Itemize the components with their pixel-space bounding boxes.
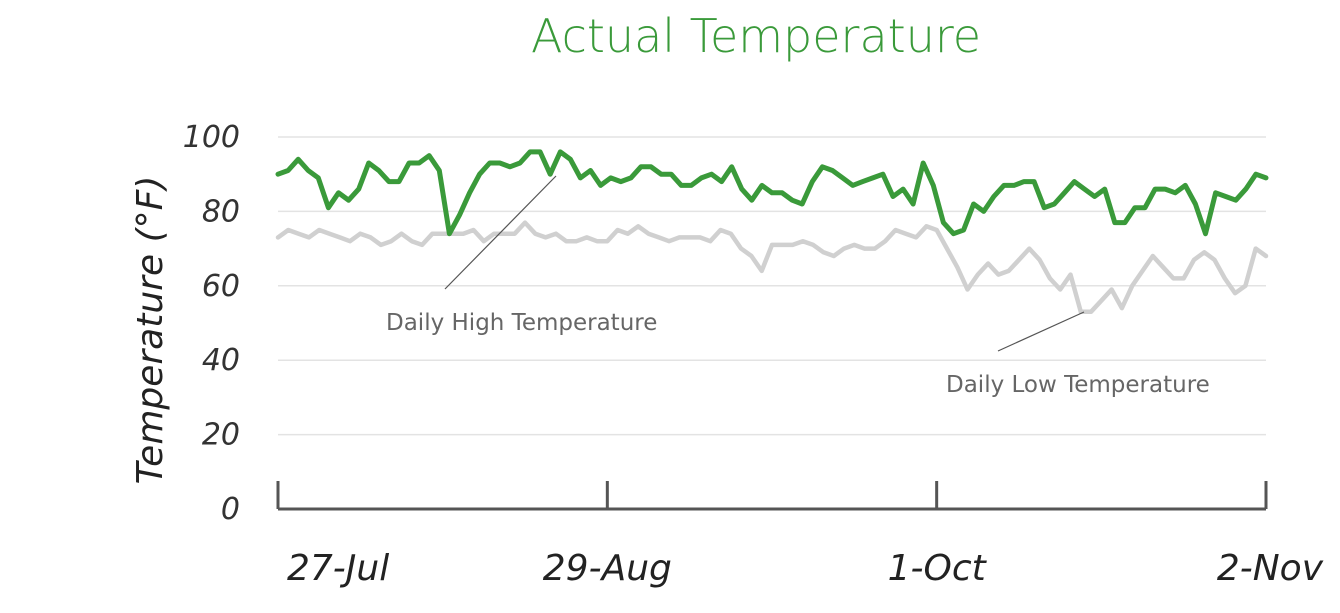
- low-annotation-leader: [997, 311, 1085, 352]
- x-tick-label: 2-Nov: [1217, 548, 1324, 589]
- y-tick-label: 0: [221, 492, 240, 527]
- high-annotation-leader: [444, 175, 557, 290]
- y-axis-ticks: 0 20 40 60 80 100: [183, 120, 240, 527]
- x-tick-label: 27-Jul: [287, 548, 389, 589]
- y-tick-label: 60: [202, 269, 240, 304]
- gridlines: [278, 136, 1266, 436]
- low-annotation-label: Daily Low Temperature: [946, 372, 1210, 398]
- y-tick-label: 40: [202, 343, 240, 378]
- daily-low-temperature-line: [275, 220, 1269, 315]
- annotations: Daily High Temperature Daily Low Temperat…: [386, 175, 1210, 398]
- y-axis-label: Temperature (°F): [130, 176, 171, 485]
- y-tick-label: 20: [202, 418, 240, 453]
- x-tick-label: 1-Oct: [888, 548, 988, 589]
- y-tick-label: 80: [202, 194, 240, 229]
- high-annotation-label: Daily High Temperature: [386, 310, 657, 336]
- y-tick-label: 100: [183, 120, 240, 155]
- daily-high-temperature-line: [275, 149, 1269, 237]
- chart-title: Actual Temperature: [531, 9, 981, 63]
- x-axis: 27-Jul 29-Aug 1-Oct 2-Nov: [276, 481, 1324, 589]
- x-tick-label: 29-Aug: [543, 548, 672, 589]
- series-lines: [275, 149, 1269, 315]
